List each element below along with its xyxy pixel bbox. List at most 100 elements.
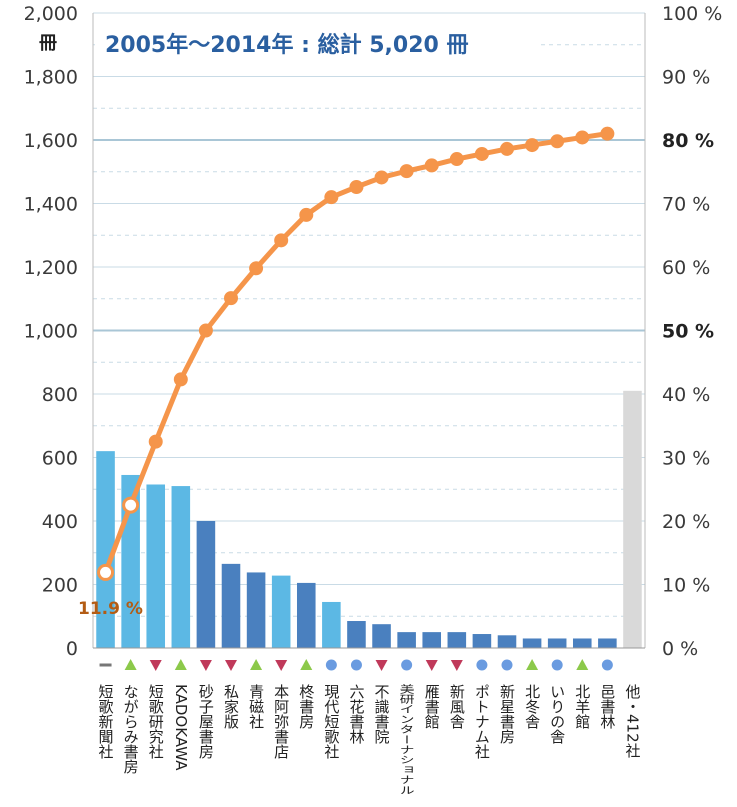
y2-tick-label: 90 % (662, 67, 710, 89)
category-labels: 短歌新聞社 ながらみ書房 短歌研究社 KADOKAWA 砂子屋書房 私家版 青磁社 本阿弥書店… (97, 684, 642, 795)
cumulative-point (299, 207, 314, 222)
cumulative-point (575, 130, 590, 145)
category-label: ポトナム社 (473, 684, 491, 759)
marker-down-icon (275, 660, 288, 671)
y2-tick-label: 50 % (662, 321, 714, 343)
y2-tick-label: 70 % (662, 194, 710, 216)
category-label: いりの舎 (548, 684, 566, 744)
bar (146, 484, 166, 648)
y2-tick-label: 0 % (662, 638, 698, 660)
y2-tick-label: 100 % (662, 3, 722, 25)
marker-circle-icon (501, 659, 513, 671)
y-tick-label: 800 (42, 384, 78, 406)
category-label: ながらみ書房 (122, 684, 140, 774)
cumulative-point (198, 323, 213, 338)
y2-tick-label: 60 % (662, 257, 710, 279)
bar (196, 521, 216, 648)
y-tick-label: 200 (42, 575, 78, 597)
marker-down-icon (225, 660, 237, 671)
cumulative-point (525, 138, 540, 153)
chart-title: 2005年〜2014年 : 総計 5,020 冊 (105, 32, 468, 58)
y-axis-unit: 冊 (39, 33, 57, 54)
y-tick-label: 600 (42, 448, 78, 470)
y-tick-label: 400 (42, 511, 78, 533)
marker-down-icon (149, 660, 162, 671)
category-label: 現代短歌社 (322, 684, 340, 759)
y-tick-label: 2,000 (24, 3, 78, 25)
marker-circle-icon (401, 659, 413, 671)
cumulative-point (148, 434, 163, 449)
y-tick-label: 1,000 (24, 321, 78, 343)
category-label: 私家版 (222, 684, 240, 730)
y2-tick-label: 20 % (662, 511, 710, 533)
category-label: 雁書館 (423, 684, 441, 729)
marker-down-icon (450, 660, 463, 671)
cumulative-point (399, 164, 414, 179)
category-label: 他・412社 (623, 684, 641, 758)
bar (397, 632, 416, 648)
category-label: 北羊館 (573, 684, 591, 729)
y-tick-label: 1,600 (24, 130, 78, 152)
cumulative-point (122, 496, 140, 514)
bar (598, 638, 617, 648)
y2-tick-label: 10 % (662, 575, 710, 597)
title-box (95, 18, 537, 68)
marker-down-icon (375, 660, 388, 671)
marker-circle-icon (325, 659, 337, 671)
y2-tick-label: 80 % (662, 130, 714, 152)
cumulative-point (424, 158, 439, 173)
bar (447, 632, 467, 648)
category-label: 邑書林 (598, 684, 616, 729)
bar (472, 634, 492, 648)
marker-up-icon (576, 659, 589, 670)
category-label: 六花書林 (347, 684, 365, 744)
bar (96, 451, 115, 648)
bar (522, 638, 542, 648)
category-label: KADOKAWA (172, 684, 190, 771)
bar (221, 563, 241, 648)
axes: 0 200 400 600 800 1,000 1,200 1,400 1,600 1,800 2,… (24, 3, 723, 660)
category-label: 美研インターナショナル (398, 684, 416, 795)
marker-down-icon (199, 660, 212, 671)
y-tick-label: 1,800 (24, 67, 78, 89)
y-tick-label: 1,400 (24, 194, 78, 216)
cumulative-point (449, 152, 464, 167)
bar (372, 624, 391, 648)
category-label: 短歌研究社 (147, 684, 165, 759)
bar (246, 572, 266, 648)
category-label: 砂子屋書房 (197, 684, 215, 759)
bar (271, 575, 291, 648)
y-tick-label: 0 (66, 638, 78, 660)
bar (171, 486, 191, 648)
category-label: 新星書房 (498, 684, 516, 744)
marker-down-icon (425, 660, 438, 671)
bar (623, 390, 642, 648)
category-markers (99, 659, 613, 671)
marker-circle-icon (551, 659, 563, 671)
bars (96, 390, 642, 648)
cumulative-point (173, 372, 188, 387)
category-label: 短歌新聞社 (97, 684, 115, 759)
cumulative-point (249, 261, 264, 276)
marker-up-icon (174, 659, 187, 670)
marker-up-icon (250, 659, 263, 670)
bar (347, 621, 366, 648)
cumulative-point (324, 190, 339, 205)
callout-label: 11.9 % (78, 599, 143, 619)
cumulative-point (374, 170, 389, 185)
category-label: 柊書房 (297, 684, 315, 729)
category-label: 本阿弥書店 (272, 684, 290, 759)
marker-up-icon (300, 659, 313, 670)
bar (547, 638, 567, 648)
cumulative-point (600, 126, 615, 141)
category-label: 新風舎 (448, 684, 466, 729)
bar (497, 635, 517, 648)
cumulative-line (97, 126, 615, 581)
y2-tick-label: 30 % (662, 448, 710, 470)
bar (296, 582, 316, 648)
cumulative-point (97, 563, 115, 581)
y2-tick-label: 40 % (662, 384, 710, 406)
grid (93, 12, 645, 617)
bar (572, 638, 592, 648)
